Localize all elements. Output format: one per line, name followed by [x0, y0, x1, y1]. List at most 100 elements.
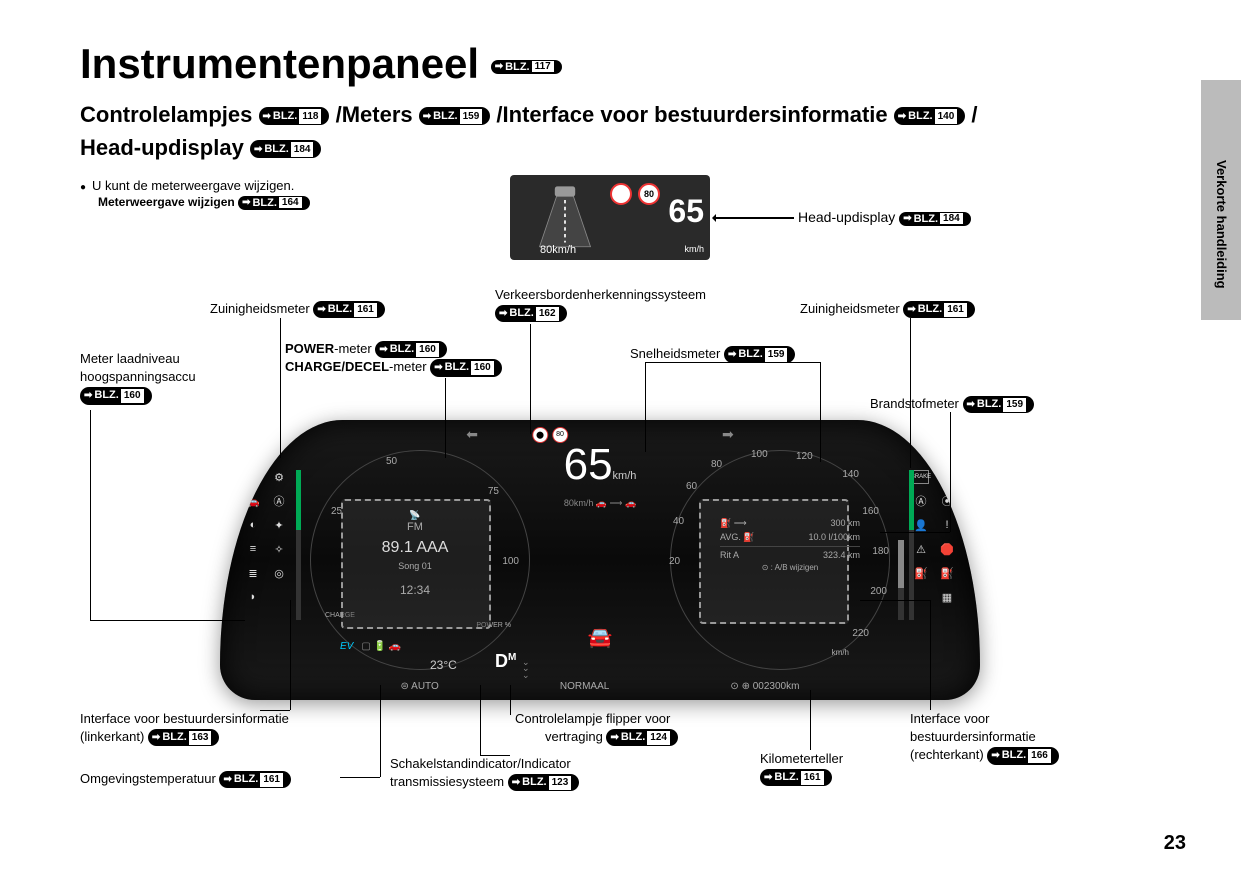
page-title: Instrumentenpaneel BLZ.117	[80, 40, 1181, 88]
page-container: Verkorte handleiding Instrumentenpaneel …	[0, 0, 1241, 875]
ref: BLZ.160	[80, 387, 152, 404]
label-power: POWER-meter BLZ.160 CHARGE/DECEL-meter B…	[285, 340, 502, 377]
led-col-far-left: ⦿ 🚗 ◐ ≡ ≣ ◗	[242, 470, 264, 604]
light3-icon: ◎	[271, 566, 287, 580]
auto-hold-icon: Ⓐ	[913, 494, 929, 508]
ref: BLZ.161	[313, 301, 385, 318]
leader-line	[820, 362, 821, 462]
leader-line	[880, 532, 950, 533]
leader-line	[810, 690, 811, 750]
batt-icon: ▦	[939, 590, 955, 604]
turn-left-icon: ⬅	[466, 426, 478, 443]
gear-indicator: DM	[495, 651, 516, 672]
label-km: Kilometerteller BLZ.161	[760, 750, 843, 786]
paddle-icon: ⌄⌄⌄	[522, 659, 530, 678]
fuel-bar-icon	[898, 540, 904, 620]
hud-road-icon	[520, 183, 610, 251]
bottom-bar: ⊜ AUTO NORMAAL ⊙ ⊕ 002300km	[220, 681, 980, 692]
sub-a-ref: BLZ.118	[259, 107, 330, 126]
hud-label-text: Head-updisplay	[798, 209, 895, 225]
leader-line	[445, 378, 446, 458]
ambient-temp: 23°C	[430, 658, 457, 672]
subtitle: Controlelampjes BLZ.118 /Meters BLZ.159 …	[80, 98, 1181, 164]
leader-line	[480, 755, 510, 756]
turn-right-icon: ➡	[722, 426, 734, 443]
fuel2-icon: ⛽	[939, 566, 955, 580]
led-col-far-right: ABS ⦿ ! 🛑 ⛽ ▦	[936, 470, 958, 604]
engine-icon: ⚙	[271, 470, 287, 484]
trip-display: ⛽ ⟶300 km AVG. ⛽10.0 l/100km Rit A323.4 …	[720, 515, 860, 575]
radio-song: Song 01	[350, 561, 480, 571]
abs-icon: ABS	[939, 470, 955, 484]
label-info-r: Interface voor bestuurdersinformatie (re…	[910, 710, 1059, 765]
bottom-auto: ⊜ AUTO	[401, 681, 439, 692]
sub-a: Controlelampjes	[80, 102, 252, 127]
ref: BLZ.159	[724, 346, 796, 363]
leader-line	[90, 410, 91, 620]
radio-antenna-icon: 📡	[350, 510, 480, 521]
side-tab-label: Verkorte handleiding	[1214, 160, 1229, 289]
bottom-odo: ⊙ ⊕ 002300km	[730, 681, 799, 692]
label-schakel: Schakelstandindicator/Indicator transmis…	[390, 755, 579, 791]
led-col-left: ⚙ Ⓐ ✦ ✧ ◎	[268, 470, 290, 580]
label-snelheid: Snelheidsmeter BLZ.159	[630, 345, 795, 363]
leader-line	[950, 412, 951, 532]
ref: BLZ.123	[508, 774, 580, 791]
ref: BLZ.160	[430, 359, 502, 376]
airbag2-icon: 🛑	[939, 542, 955, 556]
note-sub-ref: BLZ.164	[238, 196, 310, 210]
hud-unit: km/h	[684, 244, 704, 254]
sub-d: Head-updisplay	[80, 135, 244, 160]
leader-line	[340, 777, 380, 778]
leader-line	[930, 600, 931, 710]
label-flipper: Controlelampje flipper voor vertraging B…	[515, 710, 678, 746]
brake-hold-icon: BRAKE	[913, 470, 929, 484]
ref: BLZ.124	[606, 729, 678, 746]
ref: BLZ.163	[148, 729, 220, 746]
instrument-cluster: ⦿ 🚗 ◐ ≡ ≣ ◗ ⚙ Ⓐ ✦ ✧ ◎ BRAKE Ⓐ 👤 ⚠ ⛽	[220, 420, 980, 700]
center-speed: 65km/h	[564, 440, 637, 490]
note-sub-text: Meterweergave wijzigen	[98, 195, 235, 209]
sub-d-ref: BLZ.184	[250, 140, 322, 159]
ref: BLZ.161	[219, 771, 291, 788]
leader-line	[714, 217, 794, 219]
label-omgeving: Omgevingstemperatuur BLZ.161	[80, 770, 291, 788]
leader-line	[530, 324, 531, 434]
tpms-icon: ⦿	[245, 470, 261, 484]
label-zuinig-r: Zuinigheidsmeter BLZ.161	[800, 300, 975, 318]
diagram-area: Zuinigheidsmeter BLZ.161 Verkeersbordenh…	[80, 290, 1161, 820]
leader-line	[910, 318, 911, 468]
leader-line	[280, 318, 281, 458]
sub-c-ref: BLZ.140	[894, 107, 966, 126]
sub-b: Meters	[342, 102, 413, 127]
ref: BLZ.161	[903, 301, 975, 318]
car-center-icon: 🚘	[588, 625, 613, 650]
hud-label: Head-updisplay BLZ.184	[798, 209, 971, 225]
page-title-text: Instrumentenpaneel	[80, 40, 479, 87]
ref: BLZ.166	[987, 747, 1059, 764]
door-icon: 🚗	[245, 494, 261, 508]
radio-freq: 89.1 AAA	[350, 539, 480, 557]
auto-high-icon: Ⓐ	[271, 494, 287, 508]
fuel-icon: ⛽	[913, 566, 929, 580]
light-icon: ✦	[271, 518, 287, 532]
leader-line	[645, 362, 646, 452]
sub-c: Interface voor bestuurdersinformatie	[503, 102, 888, 127]
hud-box: ⬤⬤ 80 65 km/h 80km/h	[510, 175, 710, 260]
no-pass-sign-icon: ⬤⬤	[610, 183, 632, 205]
bottom-mode: NORMAAL	[560, 681, 609, 692]
leader-line	[260, 710, 290, 711]
ev-icon: EV	[340, 641, 353, 652]
sub-b-ref: BLZ.159	[419, 107, 491, 126]
warn-icon: !	[939, 518, 955, 532]
batt-icon2: ▢ 🔋 🚗	[361, 641, 401, 652]
leader-line	[90, 620, 245, 621]
center-acc: 80km/h 🚗 ⟶ 🚗	[564, 498, 636, 509]
hud-row: ⬤⬤ 80 65 km/h 80km/h Head-updisplay BLZ.…	[510, 175, 971, 260]
hud-bottom: 80km/h	[540, 244, 576, 256]
label-zuinig-l: Zuinigheidsmeter BLZ.161	[210, 300, 385, 318]
brake-icon: ⦿	[939, 494, 955, 508]
radio-display: 📡 FM 89.1 AAA Song 01 12:34	[350, 510, 480, 597]
beam-icon: ≣	[245, 566, 261, 580]
leader-line	[380, 685, 381, 777]
